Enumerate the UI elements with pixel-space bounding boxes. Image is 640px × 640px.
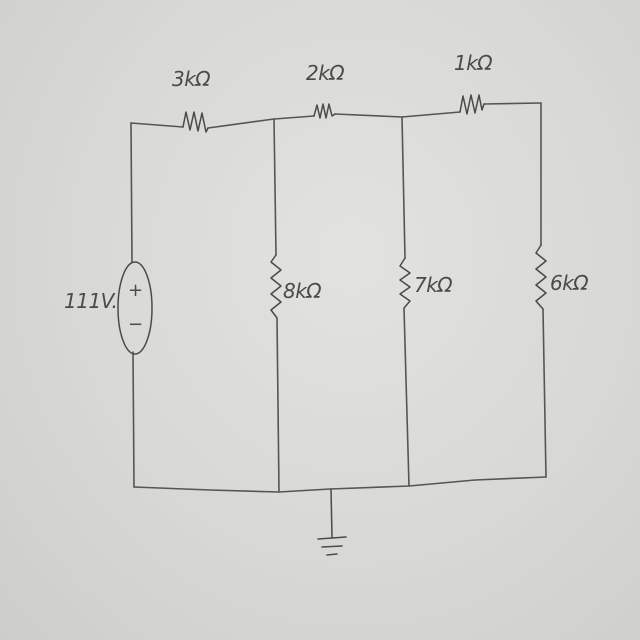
bottom-wire bbox=[133, 476, 547, 493]
resistor-7k-label: 7kΩ bbox=[414, 273, 453, 297]
resistor-1k-symbol bbox=[459, 94, 485, 115]
top-wire-mid-a bbox=[207, 115, 315, 129]
source-voltage-label: 111V. bbox=[64, 289, 117, 313]
ground-icon bbox=[317, 488, 347, 556]
branch-1-wire-bottom bbox=[276, 317, 280, 493]
resistor-1k-label: 1kΩ bbox=[454, 51, 493, 75]
resistor-2k-symbol bbox=[313, 103, 336, 119]
resistor-8k-label: 8kΩ bbox=[283, 279, 322, 303]
left-wire-lower bbox=[132, 351, 135, 488]
resistor-7k-symbol bbox=[399, 257, 411, 309]
resistor-6k-label: 6kΩ bbox=[550, 271, 589, 295]
resistor-3k-symbol bbox=[182, 111, 209, 133]
resistor-6k-symbol bbox=[535, 244, 547, 310]
top-wire-right bbox=[483, 102, 542, 105]
resistor-2k-label: 2kΩ bbox=[306, 61, 345, 85]
resistor-8k-symbol bbox=[270, 254, 282, 319]
resistor-3k-label: 3kΩ bbox=[172, 67, 211, 91]
branch-2-wire-bottom bbox=[403, 307, 410, 487]
branch-1-wire-top bbox=[273, 118, 277, 256]
branch-3-wire-bottom bbox=[542, 308, 547, 478]
voltage-source-symbol bbox=[117, 261, 153, 355]
top-wire-mid-b bbox=[334, 111, 461, 118]
source-minus-sign: − bbox=[128, 314, 143, 335]
left-wire-upper bbox=[130, 122, 133, 263]
source-plus-sign: + bbox=[128, 280, 143, 301]
branch-2-wire-top bbox=[401, 116, 406, 259]
top-wire-left bbox=[130, 122, 184, 128]
